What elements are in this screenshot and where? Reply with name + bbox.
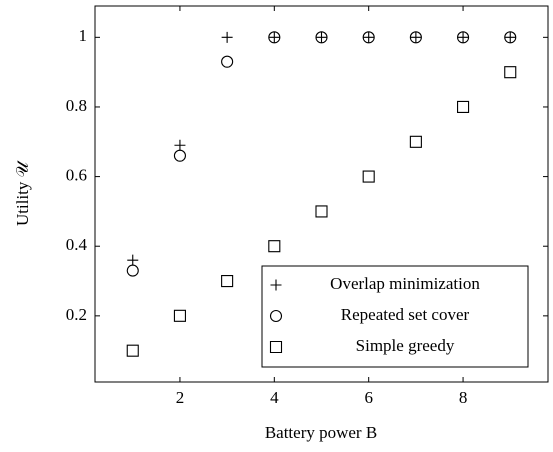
plus-marker	[410, 31, 422, 43]
square-marker	[221, 274, 234, 288]
plus-marker	[174, 139, 186, 151]
y-tick-label: 1	[79, 26, 88, 45]
x-tick-label: 2	[176, 388, 185, 407]
circle-marker	[362, 31, 375, 44]
x-tick-label: 8	[459, 388, 468, 407]
plus-marker	[127, 254, 139, 266]
circle-marker	[457, 31, 470, 44]
square-marker	[269, 340, 283, 354]
plus-marker	[316, 31, 327, 43]
square-marker	[126, 344, 139, 357]
square-marker	[504, 66, 517, 79]
plus-marker	[457, 31, 469, 43]
x-tick-label: 4	[270, 388, 279, 407]
plus-marker	[363, 31, 375, 43]
circle-marker	[504, 31, 517, 44]
y-tick-label: 0.4	[66, 235, 88, 254]
circle-marker	[173, 149, 186, 162]
plus-marker	[221, 31, 233, 43]
circle-marker	[221, 55, 234, 68]
x-tick-label: 6	[364, 388, 373, 407]
legend-label: Simple greedy	[356, 336, 455, 355]
square-marker	[315, 205, 328, 218]
plus-marker	[268, 31, 280, 43]
plus-marker	[504, 31, 516, 43]
plus-marker	[270, 279, 282, 291]
y-tick-label: 0.2	[66, 305, 87, 324]
circle-marker	[126, 264, 139, 277]
square-marker	[173, 309, 186, 322]
circle-marker	[315, 31, 328, 44]
x-axis-label: Battery power B	[265, 423, 377, 442]
y-tick-label: 0.8	[66, 96, 87, 115]
legend-label: Overlap minimization	[330, 274, 480, 293]
y-tick-label: 0.6	[66, 165, 87, 184]
square-marker	[362, 170, 375, 183]
legend-box	[261, 265, 529, 368]
square-marker	[409, 135, 422, 148]
plot-frame	[94, 5, 549, 383]
y-axis-label: Utility 𝒰	[13, 159, 32, 226]
circle-marker	[409, 31, 422, 44]
legend-label: Repeated set cover	[341, 305, 470, 324]
circle-marker	[268, 31, 281, 44]
square-marker	[268, 240, 281, 253]
circle-marker	[269, 310, 283, 322]
square-marker	[457, 100, 470, 114]
